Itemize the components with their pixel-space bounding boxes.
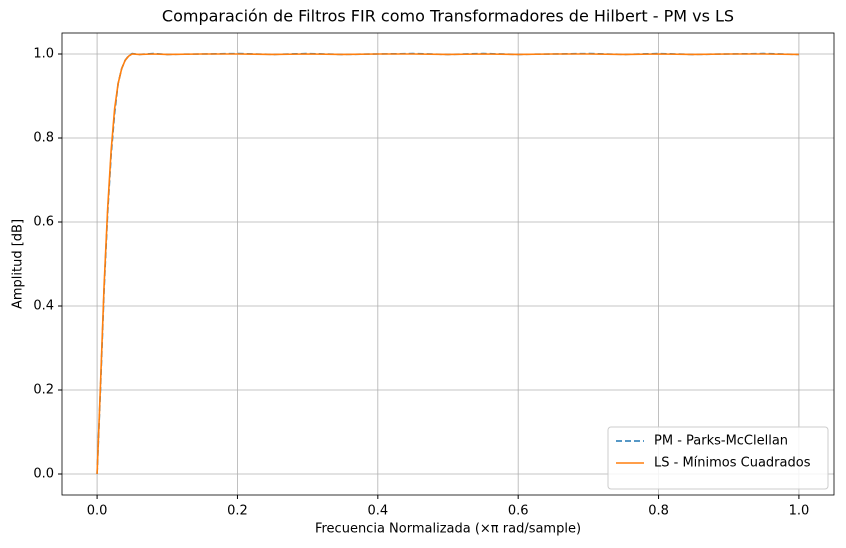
x-tick-label: 0.6 [508, 504, 529, 519]
y-tick-label: 0.8 [33, 131, 54, 146]
legend: PM - Parks-McClellan LS - Mínimos Cuadrad… [607, 426, 829, 490]
x-tick-label: 0.4 [367, 504, 388, 519]
y-tick-label: 0.6 [33, 215, 54, 230]
chart-title: Comparación de Filtros FIR como Transfor… [162, 7, 734, 26]
x-tick-label: 0.8 [648, 504, 669, 519]
series-line [96, 53, 799, 475]
y-tick-label: 0.0 [33, 467, 54, 482]
axes-frame [61, 32, 835, 496]
x-tick-label: 0.0 [87, 504, 108, 519]
x-tick-label: 0.2 [227, 504, 248, 519]
legend-box [607, 426, 829, 490]
x-axis-label: Frecuencia Normalizada (×π rad/sample) [315, 522, 581, 537]
y-tick-label: 1.0 [33, 47, 54, 62]
legend-label: PM - Parks-McClellan [654, 434, 788, 449]
series-line [96, 52, 799, 475]
legend-label: LS - Mínimos Cuadrados [654, 456, 811, 471]
x-tick-label: 1.0 [789, 504, 810, 519]
y-tick-label: 0.4 [33, 299, 54, 314]
y-axis-label: Amplitud [dB] [11, 219, 26, 309]
y-tick-label: 0.2 [33, 383, 54, 398]
